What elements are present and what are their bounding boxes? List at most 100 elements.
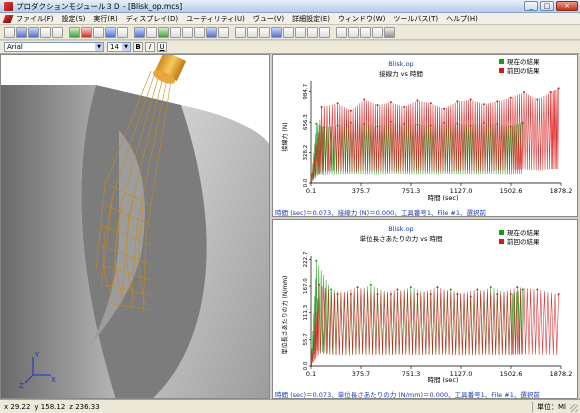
menu-advanced[interactable]: 詳細設定(E) — [292, 14, 331, 23]
tile-icon[interactable] — [170, 26, 181, 38]
zoom-window-icon[interactable] — [271, 26, 282, 38]
close-button[interactable]: × — [556, 1, 578, 11]
menu-view[interactable]: ヴュー(V) — [252, 14, 285, 23]
chevron-down-icon: ▼ — [122, 43, 130, 51]
split-icon[interactable] — [194, 26, 205, 38]
menu-utility[interactable]: ユーティリティ(U) — [186, 14, 245, 23]
y-tick-label: 984.7 — [303, 83, 309, 99]
zoom-out-icon[interactable] — [247, 26, 258, 38]
zoom-fit-icon[interactable] — [259, 26, 270, 38]
axis-z-label: Z — [19, 382, 24, 390]
x-tick-label: 751.3 — [402, 370, 421, 378]
data-point — [369, 283, 372, 286]
3d-viewport[interactable]: Y X Z — [0, 54, 270, 399]
axis-triad — [24, 357, 51, 384]
rotate-z-icon[interactable] — [360, 26, 371, 38]
window-title: プロダクションモジュール３Ｄ - [Blisk_op.mcs] — [16, 1, 183, 11]
step-icon[interactable] — [93, 26, 104, 38]
data-point — [429, 102, 432, 105]
run-icon[interactable] — [69, 26, 80, 38]
chart2-ylabel: 単位長さあたりの力 (N/mm) — [281, 276, 289, 355]
unit-indicator: 単位：Ml — [532, 402, 566, 412]
data-point — [521, 288, 524, 291]
tangential-force-chart-panel[interactable]: Blisk.op 接線力 vs 時間 現在の結果 前回の結果 接線力 (N) 時… — [272, 54, 578, 217]
help-icon[interactable] — [384, 26, 395, 38]
legend-previous: 前回の結果 — [507, 237, 540, 246]
minimize-button[interactable]: _ — [524, 1, 538, 11]
wand-icon[interactable] — [52, 26, 63, 38]
data-point — [336, 102, 339, 105]
view-front-icon[interactable] — [283, 26, 294, 38]
menu-display[interactable]: ディスプレイ(D) — [125, 14, 179, 23]
x-tick-label: 751.3 — [402, 187, 421, 195]
blisk-inner-band — [81, 85, 207, 398]
open-folder-icon[interactable] — [16, 26, 27, 38]
menu-settings[interactable]: 設定(S) — [61, 14, 86, 23]
data-point — [436, 286, 439, 289]
data-point — [557, 293, 560, 296]
data-point — [389, 120, 392, 123]
chart2-title: 単位長さあたりの力 vs 時間 — [360, 234, 443, 243]
document-icon[interactable] — [2, 14, 14, 23]
coord-z: z 236.33 — [69, 402, 100, 411]
zoom-in-icon[interactable] — [235, 26, 246, 38]
table-icon[interactable] — [117, 26, 128, 38]
font-size-select[interactable]: 14 ▼ — [107, 42, 131, 52]
chart2-xlabel: 時間 (sec) — [427, 376, 458, 384]
blisk-blade — [91, 130, 145, 345]
chart2-status: 時間 (sec)＝0.073、単位長さあたりの力 (N/mm)＝0.000、工具… — [275, 391, 540, 399]
data-point — [557, 87, 560, 90]
bold-button[interactable]: B — [133, 42, 143, 52]
font-select[interactable]: Arial ▼ — [4, 42, 104, 52]
data-point — [536, 288, 539, 291]
data-point — [416, 123, 419, 126]
camera-icon[interactable] — [134, 26, 145, 38]
view-side-icon[interactable] — [307, 26, 318, 38]
force-per-length-chart-panel[interactable]: Blisk.op 単位長さあたりの力 vs 時間 現在の結果 前回の結果 単位長… — [272, 219, 578, 399]
y-tick-label: 111.3 — [303, 304, 309, 320]
tools-icon[interactable] — [218, 26, 229, 38]
view-iso-icon[interactable] — [319, 26, 330, 38]
legend-previous-swatch — [499, 239, 504, 244]
new-file-icon[interactable] — [4, 26, 15, 38]
legend-current: 現在の結果 — [507, 228, 540, 237]
chart1-file: Blisk.op — [388, 60, 413, 68]
data-point — [315, 122, 318, 125]
y-tick-label: 167.0 — [303, 278, 309, 294]
legend-previous-swatch — [499, 68, 504, 73]
save-icon[interactable] — [28, 26, 39, 38]
chart1-title: 接線力 vs 時間 — [379, 69, 423, 78]
data-point — [523, 91, 525, 94]
menu-toolpath[interactable]: ツールバス(T) — [393, 14, 439, 23]
menu-run[interactable]: 実行(R) — [93, 14, 118, 23]
y-tick-label: 0.0 — [303, 178, 309, 187]
blisk-outer-ring — [153, 105, 269, 398]
chart-icon[interactable] — [105, 26, 116, 38]
export-icon[interactable] — [206, 26, 217, 38]
x-tick-label: 1878.2 — [550, 187, 573, 195]
menu-help[interactable]: ヘルプ(H) — [446, 14, 478, 23]
tangential-force-chart: Blisk.op 接線力 vs 時間 現在の結果 前回の結果 接線力 (N) 時… — [281, 57, 573, 202]
underline-button[interactable]: U — [157, 42, 167, 52]
layout-icon[interactable] — [158, 26, 169, 38]
data-point — [469, 124, 472, 127]
italic-button[interactable]: I — [145, 42, 155, 52]
data-point — [536, 98, 539, 101]
menu-window[interactable]: ウィンドウ(W) — [338, 14, 386, 23]
cascade-icon[interactable] — [182, 26, 193, 38]
legend-current-swatch — [499, 230, 504, 235]
data-point — [483, 103, 485, 106]
grid-icon[interactable] — [146, 26, 157, 38]
stop-icon[interactable] — [81, 26, 92, 38]
rotate-free-icon[interactable] — [372, 26, 383, 38]
print-icon[interactable] — [40, 26, 51, 38]
rotate-y-icon[interactable] — [348, 26, 359, 38]
resize-grip[interactable] — [570, 404, 578, 412]
view-top-icon[interactable] — [295, 26, 306, 38]
blisk-hub — [1, 85, 116, 398]
data-point — [449, 288, 452, 291]
data-point — [356, 286, 359, 289]
menu-file[interactable]: ファイル(F) — [16, 14, 54, 23]
maximize-button[interactable]: □ — [540, 1, 554, 11]
rotate-x-icon[interactable] — [336, 26, 347, 38]
